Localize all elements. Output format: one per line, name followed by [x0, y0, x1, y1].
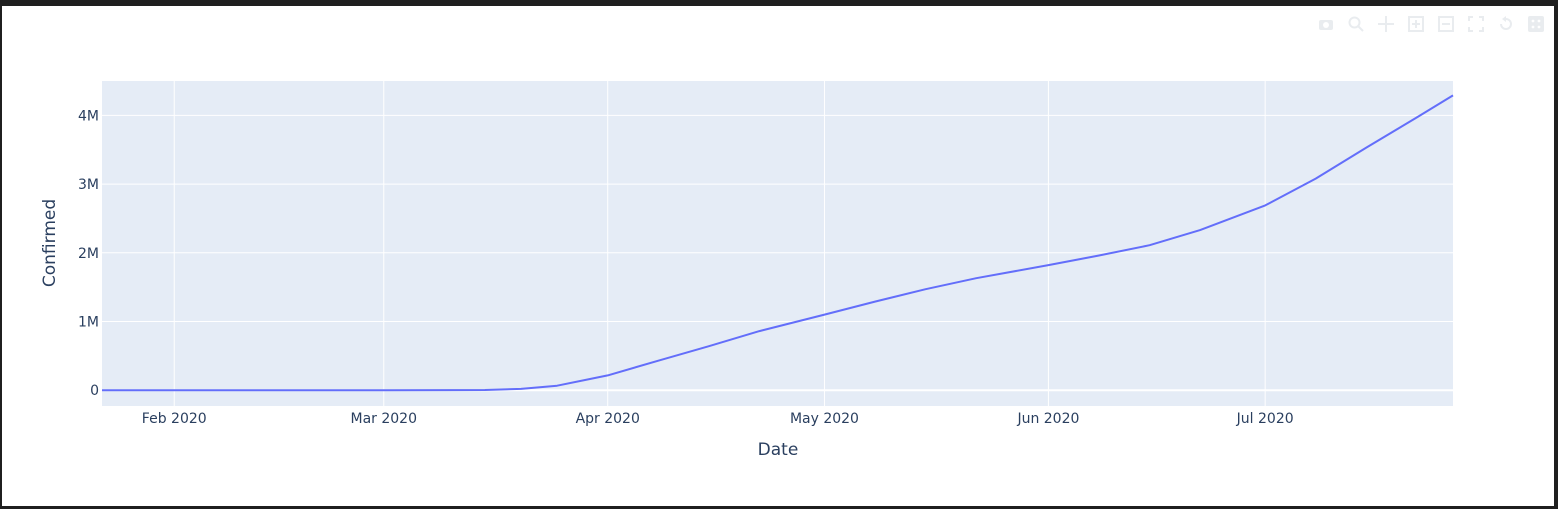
y-tick-label: 2M — [78, 246, 99, 262]
autoscale-icon[interactable] — [1466, 14, 1486, 34]
y-tick-label: 1M — [78, 314, 99, 330]
x-tick-label: Jul 2020 — [1236, 411, 1294, 427]
plot-background — [102, 81, 1453, 406]
y-tick-label: 3M — [78, 177, 99, 193]
reset-axes-icon[interactable] — [1496, 14, 1516, 34]
x-axis-tick-labels: Feb 2020 Mar 2020 Apr 2020 May 2020 Jun 2020… — [142, 411, 1294, 427]
modebar — [1316, 12, 1546, 36]
y-axis-title: Confirmed — [40, 199, 60, 287]
y-tick-label: 0 — [90, 383, 99, 399]
zoom-icon[interactable] — [1346, 14, 1366, 34]
y-axis-tick-labels: 0 1M 2M 3M 4M — [78, 108, 99, 399]
series-line-confirmed[interactable] — [102, 94, 1454, 392]
series-layer — [102, 94, 1454, 392]
zoom-in-icon[interactable] — [1406, 14, 1426, 34]
zoom-out-icon[interactable] — [1436, 14, 1456, 34]
x-axis-title: Date — [758, 440, 799, 460]
x-tick-label: Mar 2020 — [351, 411, 418, 427]
plotly-logo-icon[interactable] — [1526, 14, 1546, 34]
x-tick-label: Apr 2020 — [576, 411, 640, 427]
x-tick-label: Jun 2020 — [1016, 411, 1079, 427]
chart-frame: Feb 2020 Mar 2020 Apr 2020 May 2020 Jun 2020… — [2, 6, 1554, 506]
x-tick-label: Feb 2020 — [142, 411, 207, 427]
line-chart: Feb 2020 Mar 2020 Apr 2020 May 2020 Jun 2020… — [40, 81, 1454, 460]
y-tick-label: 4M — [78, 108, 99, 124]
pan-icon[interactable] — [1376, 14, 1396, 34]
x-tick-label: May 2020 — [790, 411, 859, 427]
camera-icon[interactable] — [1316, 14, 1336, 34]
